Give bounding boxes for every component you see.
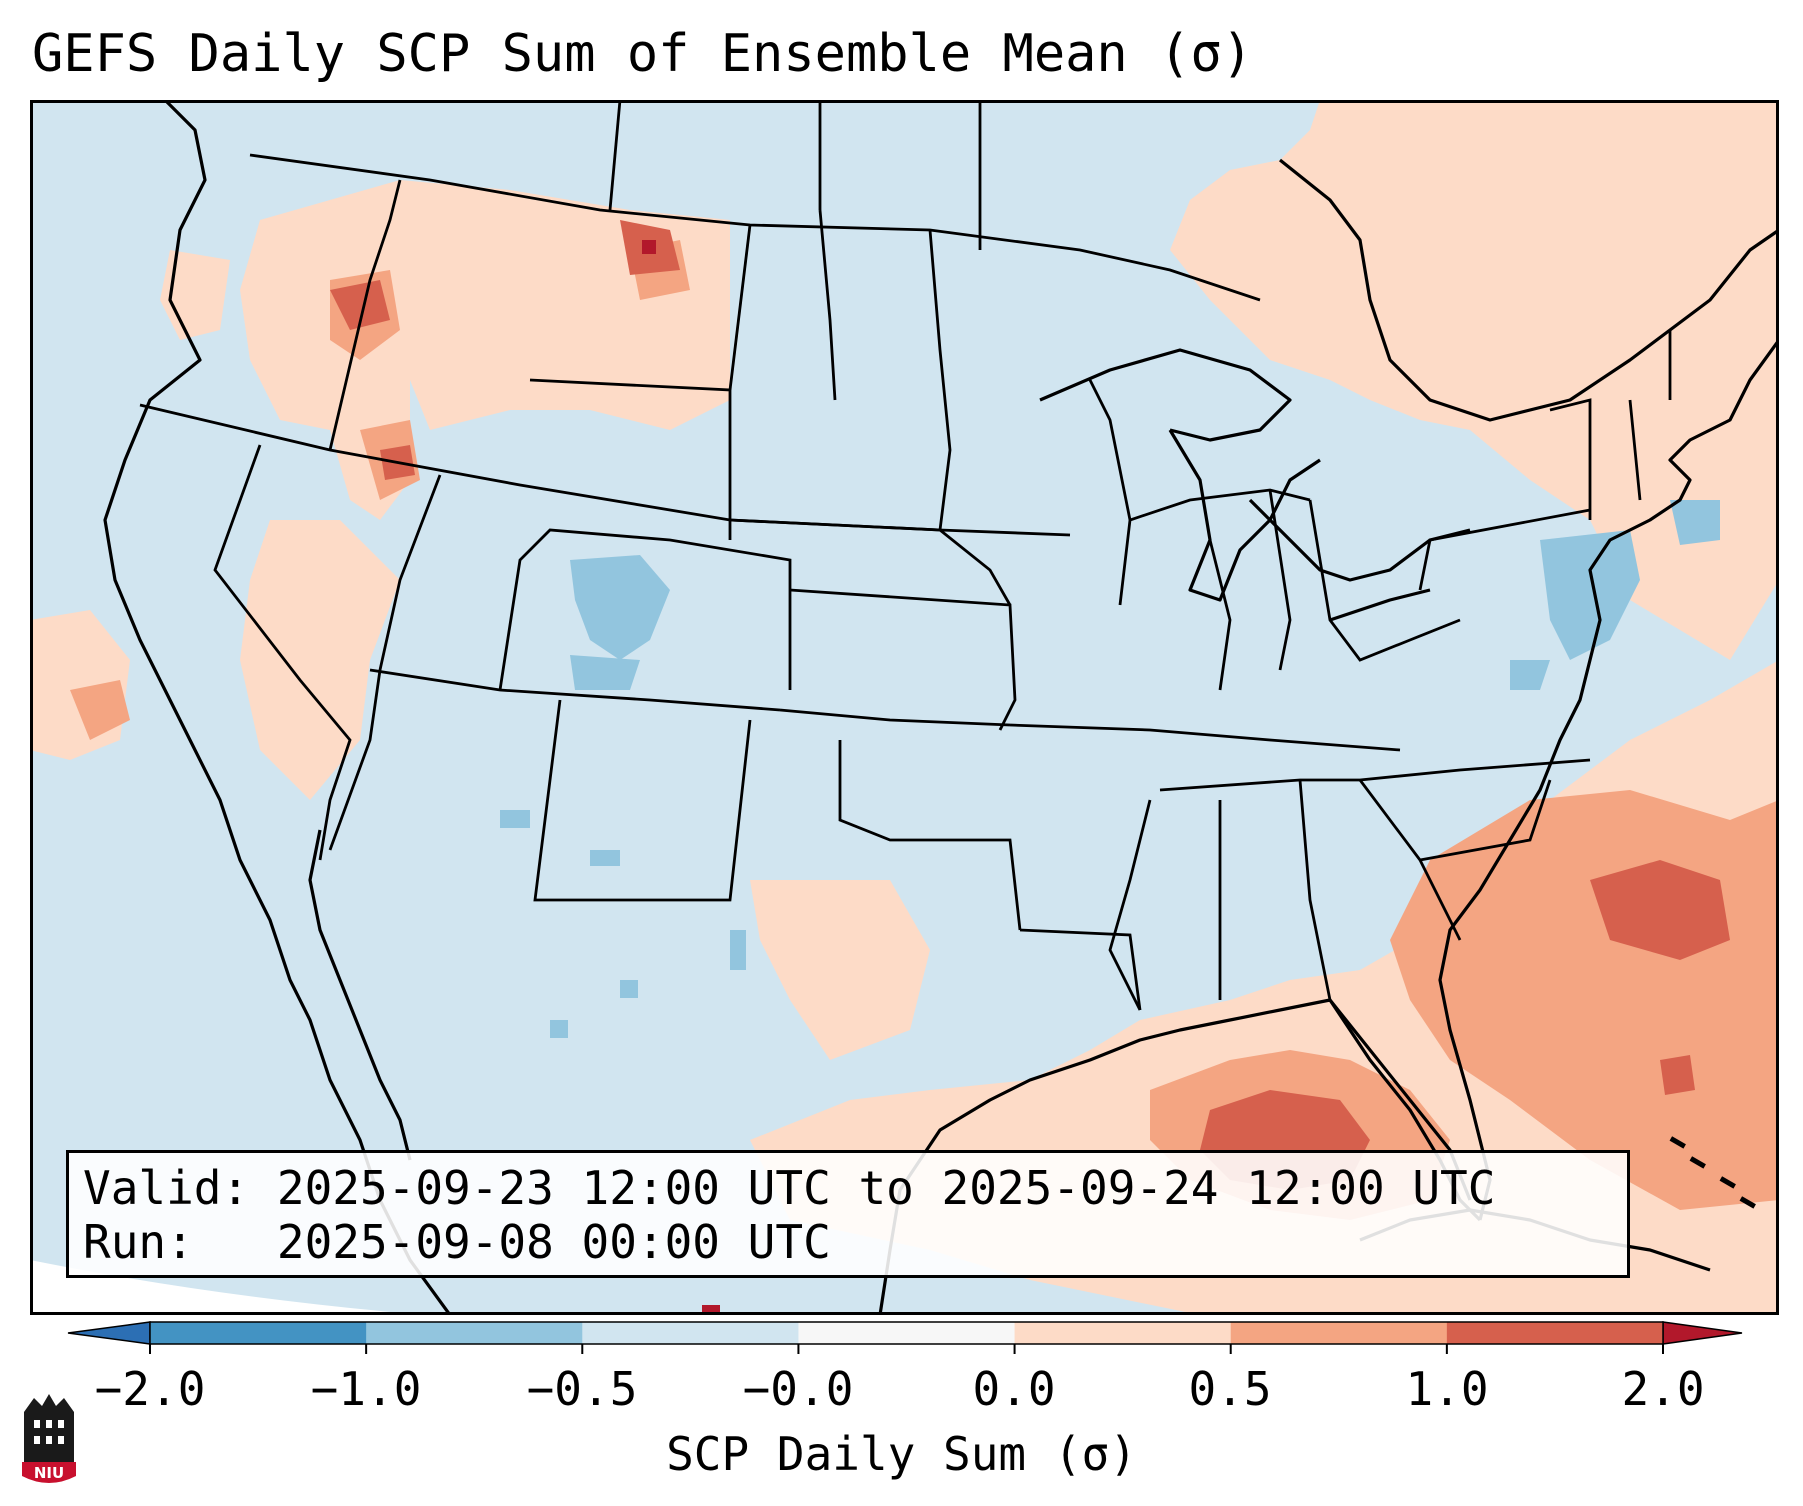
colorbar	[67, 1321, 1743, 1354]
run-label: Run:	[83, 1215, 194, 1269]
colorbar-tick: −0.0	[742, 1362, 854, 1416]
projection-edge	[30, 1260, 425, 1315]
colorbar-tick: 0.0	[972, 1362, 1056, 1416]
colorbar-frame	[149, 1321, 1664, 1345]
colorbar-tick: −0.5	[526, 1362, 638, 1416]
valid-time-range: 2025-09-23 12:00 UTC to 2025-09-24 12:00…	[276, 1161, 1496, 1215]
valid-label: Valid:	[83, 1161, 250, 1215]
colorbar-tick: −2.0	[94, 1362, 206, 1416]
colorbar-segment	[1014, 1322, 1232, 1344]
niu-logo: NIU	[22, 1394, 76, 1483]
colorbar-tick: 2.0	[1621, 1362, 1705, 1416]
colorbar-label: SCP Daily Sum (σ)	[666, 1427, 1137, 1481]
anomaly-positive-extreme	[642, 240, 720, 1315]
colorbar-tick: 1.0	[1405, 1362, 1489, 1416]
colorbar-segment	[150, 1322, 367, 1344]
colorbar-segment	[798, 1322, 1016, 1344]
run-time: 2025-09-08 00:00 UTC	[276, 1215, 831, 1269]
anomaly-negative	[500, 500, 1720, 1038]
colorbar-extend-high	[1662, 1321, 1743, 1345]
logo-text: NIU	[34, 1464, 64, 1482]
map-frame	[30, 100, 1779, 1315]
valid-run-info-box: Valid: 2025-09-23 12:00 UTC to 2025-09-2…	[66, 1150, 1630, 1278]
colorbar-extend-low	[67, 1321, 151, 1345]
island-marks	[1669, 1136, 1756, 1209]
state-borders	[139, 100, 1672, 1011]
colorbar-segment	[1446, 1322, 1664, 1344]
chart-title: GEFS Daily SCP Sum of Ensemble Mean (σ)	[32, 24, 1253, 84]
colorbar-segment	[1230, 1322, 1448, 1344]
map-panel	[30, 100, 1779, 1315]
colorbar-tick: −1.0	[310, 1362, 422, 1416]
colorbar-segment	[366, 1322, 583, 1344]
colorbar-segment	[582, 1322, 799, 1344]
colorbar-tick: 0.5	[1188, 1362, 1272, 1416]
